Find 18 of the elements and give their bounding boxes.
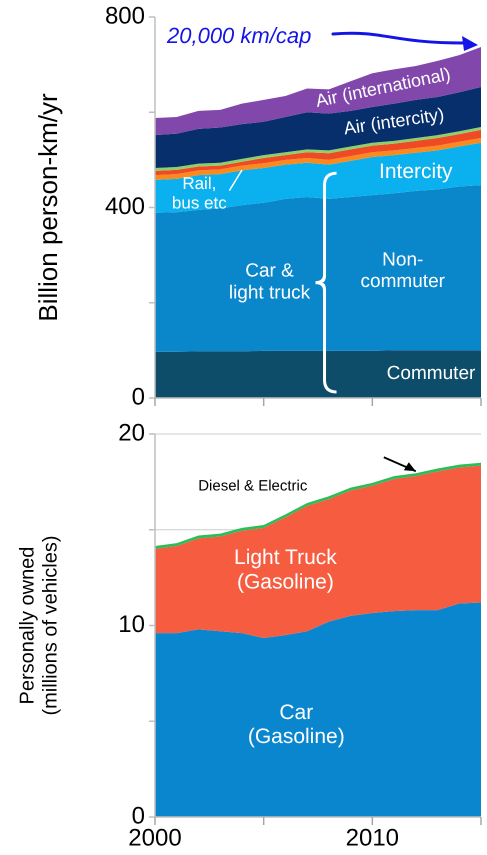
- y-axis-title: Personally owned (millions of vehicles): [16, 535, 62, 716]
- annotation: Car & light truck: [228, 260, 311, 304]
- x-tick-label: 2010: [346, 824, 400, 852]
- series-label: Air (intercity): [342, 104, 446, 138]
- y-tick-label: 10: [118, 610, 145, 638]
- series-label: Rail, bus etc: [172, 174, 228, 213]
- y-tick-label: 20: [118, 419, 145, 446]
- series-label: Intercity: [379, 159, 454, 182]
- series-label: Commuter: [386, 363, 476, 384]
- series-label: Light Truck (Gasoline): [234, 546, 338, 593]
- y-axis-title: Billion person-km/yr: [32, 93, 63, 322]
- series-label: Diesel & Electric: [198, 477, 308, 494]
- y-tick-label: 400: [104, 192, 145, 220]
- annotation: 20,000 km/cap: [166, 22, 312, 48]
- series-label: Non- commuter: [360, 249, 446, 292]
- series-label: Car (Gasoline): [248, 700, 345, 748]
- y-tick-label: 800: [104, 2, 145, 30]
- y-tick-label: 0: [132, 383, 145, 410]
